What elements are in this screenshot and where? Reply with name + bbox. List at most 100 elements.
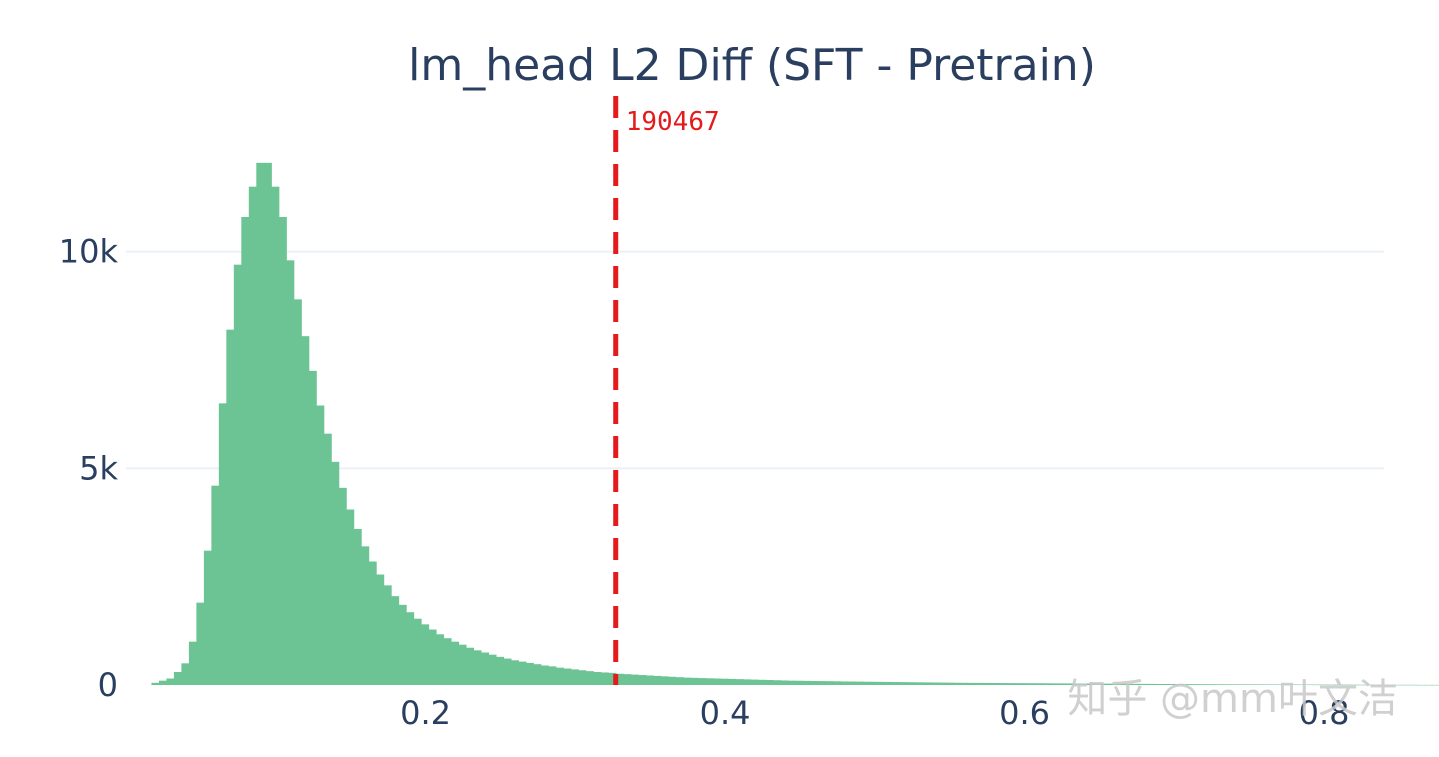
histogram-bar: [765, 680, 774, 685]
histogram-bar: [398, 604, 407, 685]
histogram-bar: [1431, 684, 1439, 686]
histogram-bar: [720, 678, 729, 685]
histogram-bar: [1207, 684, 1216, 685]
histogram-bar: [922, 682, 931, 685]
histogram-bar: [323, 433, 332, 685]
histogram-bar: [870, 681, 879, 685]
histogram-bar: [1401, 684, 1411, 686]
histogram-bar: [945, 682, 954, 685]
histogram-bar: [668, 676, 677, 685]
histogram-bar: [1169, 684, 1178, 685]
histogram-bar: [810, 681, 819, 685]
x-tick-label: 0.6: [999, 694, 1050, 732]
histogram-bar: [990, 683, 999, 685]
histogram-bar: [1072, 683, 1081, 685]
histogram-bar: [750, 679, 759, 685]
histogram-bar: [1409, 684, 1418, 686]
histogram-bar: [173, 672, 183, 685]
histogram-bar: [1087, 683, 1096, 685]
histogram-bar: [368, 561, 377, 685]
histogram-bar: [1057, 683, 1066, 685]
histogram-bar: [982, 682, 991, 685]
histogram-bar: [271, 186, 280, 685]
histogram-bar: [1012, 683, 1021, 685]
histogram-bar: [548, 666, 557, 685]
histogram-bar: [1237, 684, 1246, 685]
histogram-bar: [578, 670, 587, 685]
histogram-bar: [533, 664, 542, 685]
histogram-bar: [443, 638, 452, 685]
histogram-bar: [675, 677, 684, 685]
histogram-bar: [787, 680, 797, 685]
histogram-bar: [1394, 684, 1403, 686]
histogram-bar: [181, 663, 190, 685]
histogram-bar: [488, 654, 497, 685]
histogram-bar: [638, 675, 647, 685]
histogram-bar: [743, 679, 752, 685]
histogram-bar: [263, 162, 272, 686]
histogram-bar: [1282, 684, 1291, 686]
histogram-bar: [615, 673, 624, 685]
histogram-bar: [406, 612, 415, 685]
histogram-bar: [862, 681, 871, 685]
histogram-bar: [772, 680, 782, 685]
histogram-bar: [1244, 684, 1253, 685]
histogram-bar: [1065, 683, 1074, 685]
histogram-bar: [458, 644, 467, 685]
histogram-bar: [1132, 683, 1141, 685]
histogram-bar: [885, 681, 894, 685]
histogram-bar: [1027, 683, 1036, 685]
histogram-bar: [450, 641, 460, 685]
histogram-bar: [1147, 683, 1156, 685]
histogram-bar: [1117, 683, 1126, 685]
histogram-bar: [1372, 684, 1381, 686]
histogram-bar: [960, 682, 969, 685]
histogram-bar: [301, 336, 310, 685]
histogram-bar: [428, 629, 437, 685]
histogram-bar: [166, 678, 175, 685]
histogram-bar: [698, 678, 707, 685]
histogram-bar: [1124, 683, 1133, 685]
histogram-bar: [1184, 684, 1193, 685]
histogram-bar: [817, 681, 826, 685]
histogram-bar: [525, 662, 534, 685]
histogram-bar: [1304, 684, 1313, 686]
histogram-bar: [518, 661, 527, 685]
histogram-bar: [937, 682, 946, 685]
histogram-bar: [1050, 683, 1059, 685]
histogram-bar: [997, 683, 1006, 685]
histogram-bar: [1289, 684, 1298, 686]
histogram-bar: [226, 329, 235, 685]
histogram-bar: [1020, 683, 1029, 685]
histogram-bar: [967, 682, 976, 685]
histogram-bar: [593, 672, 602, 685]
histogram-bar: [353, 529, 362, 685]
histogram-bar: [510, 660, 519, 685]
histogram-bar: [233, 264, 242, 685]
histogram-bar: [1139, 683, 1148, 685]
histogram-bar: [825, 681, 834, 685]
histogram-bar: [1312, 684, 1321, 686]
histogram-bar: [211, 485, 220, 685]
histogram-bar: [308, 370, 317, 685]
histogram-bar: [1386, 684, 1396, 686]
histogram-bar: [952, 682, 961, 685]
histogram-bar: [1192, 684, 1201, 685]
histogram-bar: [1162, 684, 1171, 685]
histogram-bar: [653, 675, 662, 685]
histogram-bar: [1342, 684, 1351, 686]
histogram-bar: [151, 682, 160, 685]
histogram-bar: [1274, 684, 1283, 685]
histogram-bar: [248, 186, 257, 685]
histogram-bar: [1035, 683, 1044, 685]
histogram-bar: [1079, 683, 1089, 685]
histogram-bar: [218, 403, 227, 685]
histogram-bar: [495, 656, 504, 685]
histogram-bar: [907, 682, 916, 685]
histogram-bar: [930, 682, 939, 685]
threshold-label: 190467: [626, 107, 720, 137]
histogram-bar: [158, 680, 168, 685]
histogram-bar: [383, 585, 392, 685]
chart-title: lm_head L2 Diff (SFT - Pretrain): [408, 40, 1096, 91]
